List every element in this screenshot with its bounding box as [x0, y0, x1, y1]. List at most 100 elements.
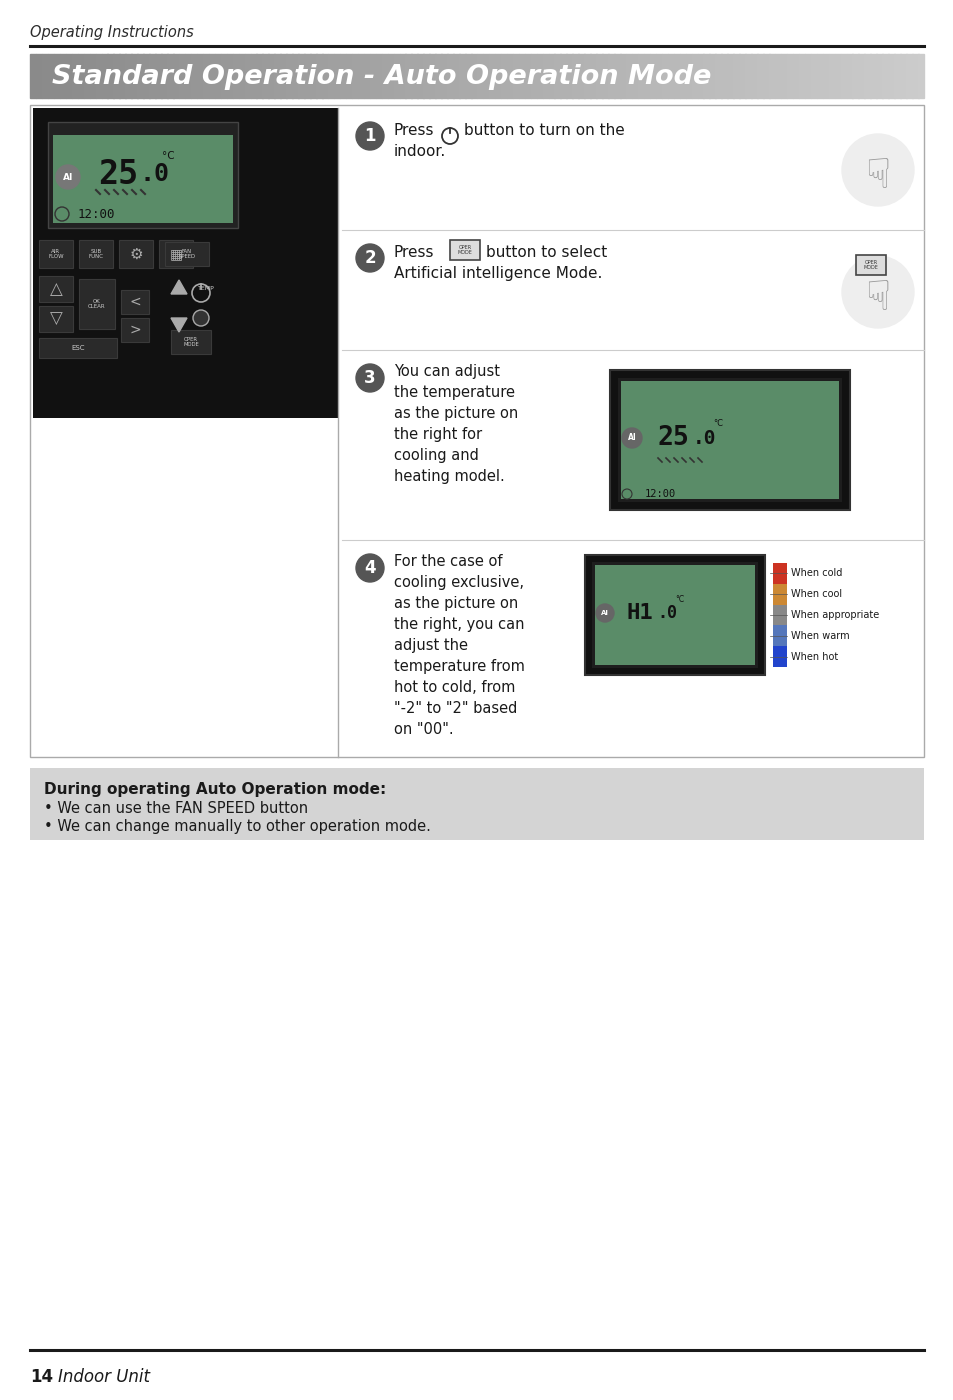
- Bar: [655, 55, 661, 98]
- Bar: [858, 55, 864, 98]
- Text: Artificial intelligence Mode.: Artificial intelligence Mode.: [394, 266, 601, 281]
- Text: • We can use the FAN SPEED button: • We can use the FAN SPEED button: [44, 801, 308, 816]
- Circle shape: [596, 603, 614, 622]
- Bar: [53, 55, 60, 98]
- Text: 25: 25: [98, 158, 138, 190]
- Bar: [882, 55, 888, 98]
- Text: Indoor Unit: Indoor Unit: [58, 1368, 150, 1386]
- Bar: [476, 55, 483, 98]
- Bar: [750, 55, 757, 98]
- Bar: [691, 55, 698, 98]
- Bar: [370, 55, 375, 98]
- Bar: [101, 55, 108, 98]
- Bar: [772, 563, 786, 584]
- Bar: [893, 55, 900, 98]
- Bar: [381, 55, 388, 98]
- Bar: [159, 239, 193, 267]
- Bar: [334, 55, 340, 98]
- Bar: [149, 55, 155, 98]
- Text: .0: .0: [140, 162, 170, 186]
- Bar: [298, 55, 304, 98]
- Text: >: >: [129, 323, 141, 337]
- Bar: [548, 55, 555, 98]
- Bar: [179, 55, 185, 98]
- Bar: [821, 55, 828, 98]
- Text: OPER
MODE: OPER MODE: [457, 245, 472, 255]
- Bar: [697, 55, 703, 98]
- Bar: [315, 55, 322, 98]
- Bar: [137, 55, 144, 98]
- Bar: [614, 55, 619, 98]
- Text: °C: °C: [162, 151, 174, 161]
- Polygon shape: [171, 318, 187, 332]
- Bar: [322, 55, 328, 98]
- Text: TEMP: TEMP: [198, 286, 214, 291]
- Text: Press: Press: [394, 123, 434, 139]
- Bar: [667, 55, 674, 98]
- Bar: [559, 55, 566, 98]
- Bar: [607, 55, 614, 98]
- Bar: [77, 55, 84, 98]
- Bar: [423, 55, 430, 98]
- Text: When cool: When cool: [790, 589, 841, 599]
- Bar: [113, 55, 120, 98]
- Bar: [274, 55, 280, 98]
- Bar: [595, 566, 754, 665]
- Bar: [863, 55, 870, 98]
- Bar: [810, 55, 817, 98]
- Bar: [447, 55, 454, 98]
- Text: OPER
MODE: OPER MODE: [183, 336, 198, 347]
- Bar: [172, 55, 179, 98]
- Bar: [155, 55, 161, 98]
- Bar: [417, 55, 423, 98]
- Bar: [161, 55, 168, 98]
- Bar: [649, 55, 656, 98]
- Bar: [798, 55, 804, 98]
- Text: .0: .0: [692, 428, 716, 448]
- Bar: [280, 55, 287, 98]
- Text: ▦: ▦: [170, 246, 182, 260]
- Bar: [71, 55, 78, 98]
- Bar: [125, 55, 132, 98]
- Bar: [852, 55, 858, 98]
- Bar: [357, 55, 364, 98]
- Bar: [679, 55, 685, 98]
- Bar: [733, 55, 739, 98]
- Text: SUB
FUNC: SUB FUNC: [89, 249, 103, 259]
- Bar: [590, 55, 596, 98]
- Bar: [702, 55, 709, 98]
- Text: Press: Press: [394, 245, 434, 260]
- Bar: [911, 55, 918, 98]
- Bar: [720, 55, 727, 98]
- Circle shape: [621, 428, 641, 448]
- Bar: [286, 55, 293, 98]
- Bar: [185, 55, 192, 98]
- Bar: [488, 55, 495, 98]
- Bar: [233, 55, 239, 98]
- Text: °C: °C: [712, 419, 722, 427]
- Text: H1: H1: [626, 603, 653, 623]
- Bar: [609, 370, 849, 510]
- Bar: [506, 55, 513, 98]
- Bar: [453, 55, 459, 98]
- Bar: [143, 55, 150, 98]
- Bar: [268, 55, 274, 98]
- Bar: [887, 55, 894, 98]
- Bar: [726, 55, 733, 98]
- Text: AI: AI: [627, 434, 636, 442]
- Bar: [394, 55, 399, 98]
- Bar: [220, 55, 227, 98]
- Bar: [542, 55, 548, 98]
- Text: AIR
FLOW: AIR FLOW: [49, 249, 64, 259]
- Bar: [900, 55, 905, 98]
- Bar: [530, 55, 537, 98]
- Text: 2: 2: [364, 249, 375, 267]
- Circle shape: [355, 554, 384, 582]
- Bar: [450, 239, 479, 260]
- Bar: [119, 55, 126, 98]
- Bar: [500, 55, 507, 98]
- Bar: [121, 290, 149, 314]
- Bar: [554, 55, 560, 98]
- Bar: [39, 337, 117, 358]
- Bar: [772, 647, 786, 666]
